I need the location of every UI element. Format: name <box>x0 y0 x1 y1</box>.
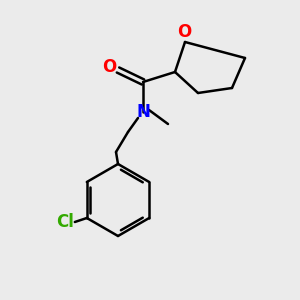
Text: N: N <box>136 103 150 121</box>
Text: O: O <box>102 58 116 76</box>
Text: Cl: Cl <box>56 213 74 231</box>
Text: O: O <box>177 23 191 41</box>
